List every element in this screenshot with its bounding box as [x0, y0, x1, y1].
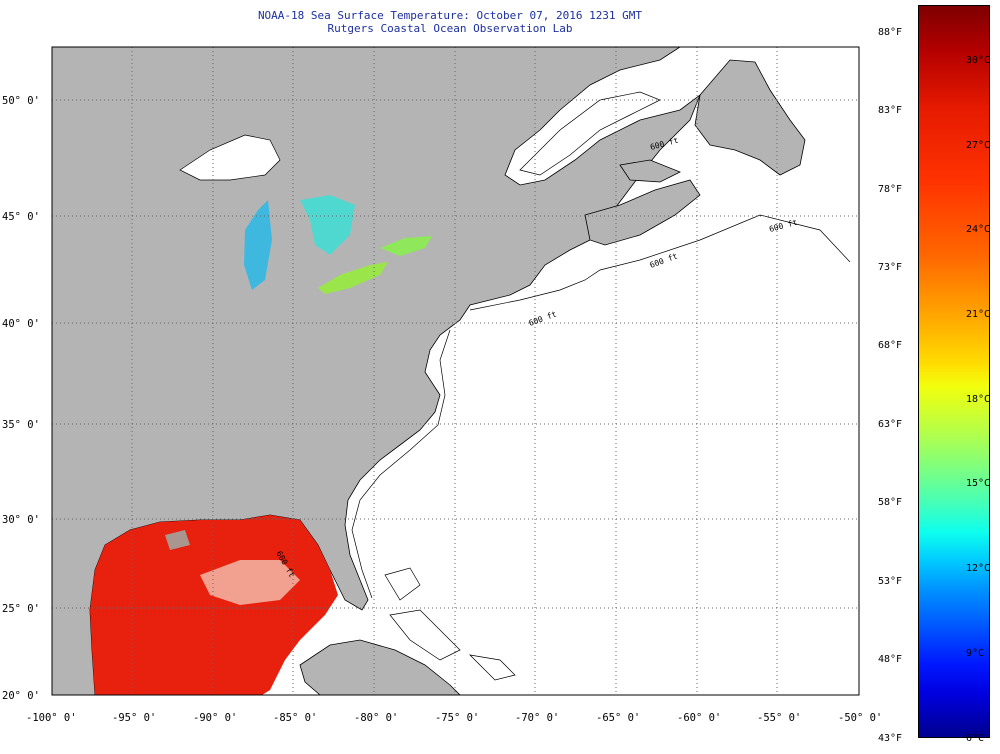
lat-label: 50° 0'	[2, 95, 40, 107]
temp-f-label: 78°F	[878, 184, 903, 195]
temp-f-label: 58°F	[878, 497, 903, 508]
lat-label: 30° 0'	[2, 514, 40, 526]
lon-label: -80° 0'	[354, 712, 398, 724]
newfoundland-land	[694, 59, 806, 176]
lake-ontario-sst	[380, 236, 432, 256]
st-lawrence-water	[519, 91, 661, 176]
bahamas-outline	[384, 567, 516, 681]
map-frame	[51, 46, 860, 696]
lake-michigan-sst	[244, 200, 272, 290]
temp-c-label: 24°C	[966, 224, 991, 235]
lat-label: 40° 0'	[2, 318, 40, 330]
temp-f-label: 73°F	[878, 262, 903, 273]
lat-label: 45° 0'	[2, 211, 40, 223]
lat-label: 25° 0'	[2, 603, 40, 615]
lon-label: -75° 0'	[435, 712, 479, 724]
lon-axis: -100° 0' -95° 0' -90° 0' -85° 0' -80° 0'…	[26, 712, 882, 724]
map-subtitle: Rutgers Coastal Ocean Observation Lab	[327, 22, 573, 35]
lake-superior	[179, 134, 281, 181]
lon-label: -95° 0'	[112, 712, 156, 724]
lon-label: -85° 0'	[273, 712, 317, 724]
color-scale-bar	[918, 5, 990, 738]
nova-scotia-land	[584, 179, 701, 246]
lon-label: -90° 0'	[193, 712, 237, 724]
lake-huron-sst	[300, 195, 355, 255]
gulf-sst-patch	[200, 560, 300, 605]
lat-label: 35° 0'	[2, 419, 40, 431]
lon-label: -50° 0'	[838, 712, 882, 724]
temp-c-label: 12°C	[966, 563, 991, 574]
lat-label: 20° 0'	[2, 690, 40, 702]
lake-erie-sst	[318, 262, 388, 294]
temp-c-label: 9°C	[966, 648, 985, 659]
graticule	[52, 47, 859, 695]
temp-f-label: 53°F	[878, 576, 903, 587]
sst-map: 50° 0' 45° 0' 40° 0' 35° 0' 30° 0' 25° 0…	[2, 46, 882, 724]
map-title: NOAA-18 Sea Surface Temperature: October…	[257, 9, 643, 22]
lat-axis: 50° 0' 45° 0' 40° 0' 35° 0' 30° 0' 25° 0…	[2, 95, 40, 702]
temp-f-label: 63°F	[878, 419, 903, 430]
temp-f-label: 83°F	[878, 105, 903, 116]
lon-label: -60° 0'	[677, 712, 721, 724]
shelf-contour	[351, 214, 851, 599]
temp-c-label: 21°C	[966, 309, 991, 320]
gulf-sst-patch-cyan	[165, 530, 190, 550]
temp-c-label: 18°C	[966, 394, 991, 405]
temp-f-label: 48°F	[878, 654, 903, 665]
cuba-land	[299, 639, 461, 696]
temp-c-label: 27°C	[966, 140, 991, 151]
lon-label: -70° 0'	[515, 712, 559, 724]
lon-label: -100° 0'	[26, 712, 77, 724]
pei-land	[619, 159, 681, 183]
temp-c-label: 15°C	[966, 478, 991, 489]
temp-f-label: 43°F	[878, 733, 903, 744]
temp-c-label: 30°C	[966, 55, 991, 66]
temp-c-label: 6°C	[966, 733, 985, 744]
lon-label: -65° 0'	[596, 712, 640, 724]
temp-f-label: 88°F	[878, 27, 903, 38]
temp-f-label: 68°F	[878, 340, 903, 351]
lon-label: -55° 0'	[757, 712, 801, 724]
